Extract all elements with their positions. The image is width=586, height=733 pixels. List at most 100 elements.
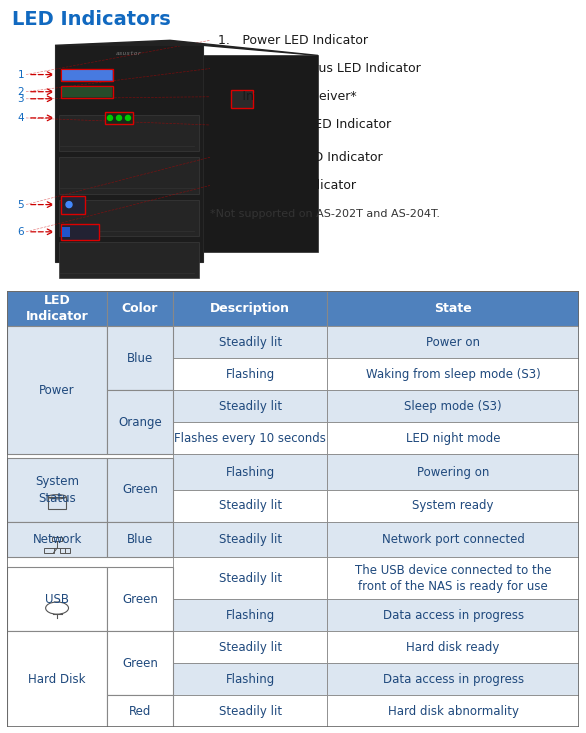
- Text: Flashes every 10 seconds: Flashes every 10 seconds: [174, 432, 326, 445]
- Text: *Not supported on AS-202T and AS-204T.: *Not supported on AS-202T and AS-204T.: [210, 209, 440, 218]
- Text: Power on: Power on: [426, 336, 480, 349]
- Text: 3. Infrared Receiver*: 3. Infrared Receiver*: [218, 90, 357, 103]
- Text: Green: Green: [122, 483, 158, 496]
- Bar: [328, 454, 579, 490]
- Text: Sleep mode (S3): Sleep mode (S3): [404, 400, 502, 413]
- Bar: [173, 454, 328, 490]
- Bar: [107, 326, 173, 391]
- Bar: [173, 522, 328, 557]
- Text: 6. USB LED Indicator: 6. USB LED Indicator: [218, 179, 356, 192]
- Bar: [173, 490, 328, 522]
- Text: The USB device connected to the
front of the NAS is ready for use: The USB device connected to the front of…: [355, 564, 551, 593]
- Bar: [328, 391, 579, 422]
- Bar: [231, 89, 253, 108]
- Bar: [59, 157, 199, 194]
- Text: Flashing: Flashing: [226, 465, 275, 479]
- Bar: [61, 196, 85, 214]
- Text: Steadily lit: Steadily lit: [219, 533, 282, 546]
- Bar: [203, 56, 318, 252]
- Bar: [328, 326, 579, 358]
- Text: 2. System Status LED Indicator: 2. System Status LED Indicator: [218, 62, 421, 75]
- Text: Blue: Blue: [127, 533, 153, 546]
- Bar: [48, 497, 66, 509]
- Text: Steadily lit: Steadily lit: [219, 336, 282, 349]
- Bar: [328, 422, 579, 454]
- Text: Orange: Orange: [118, 416, 162, 429]
- Bar: [61, 68, 113, 81]
- Bar: [59, 199, 199, 236]
- Text: 5: 5: [18, 199, 24, 210]
- Text: Network: Network: [32, 533, 82, 546]
- Text: LED
Indicator: LED Indicator: [26, 294, 88, 323]
- Text: 1. Power LED Indicator: 1. Power LED Indicator: [218, 34, 368, 47]
- Bar: [328, 631, 579, 663]
- Text: Data access in progress: Data access in progress: [383, 609, 524, 622]
- Bar: [52, 537, 62, 541]
- Text: System ready: System ready: [413, 499, 494, 512]
- Bar: [60, 548, 70, 553]
- Text: Red: Red: [129, 704, 151, 718]
- Bar: [7, 522, 107, 557]
- Text: Steadily lit: Steadily lit: [219, 572, 282, 585]
- Bar: [61, 224, 99, 240]
- Text: Description: Description: [210, 302, 290, 315]
- Text: Hard Disk: Hard Disk: [28, 673, 86, 685]
- Bar: [173, 358, 328, 391]
- Bar: [173, 326, 328, 358]
- Bar: [59, 242, 199, 278]
- Bar: [7, 326, 107, 454]
- Text: Hard disk ready: Hard disk ready: [407, 641, 500, 654]
- Text: Flashing: Flashing: [226, 368, 275, 381]
- Bar: [59, 115, 199, 151]
- Text: 4: 4: [18, 113, 24, 123]
- Text: 1: 1: [18, 70, 24, 80]
- Text: asustor: asustor: [116, 51, 142, 56]
- Bar: [173, 695, 328, 727]
- Bar: [328, 358, 579, 391]
- Text: Hard disk abnormality: Hard disk abnormality: [388, 704, 519, 718]
- Bar: [7, 291, 107, 326]
- Bar: [7, 631, 107, 727]
- Circle shape: [66, 202, 72, 207]
- Bar: [55, 45, 203, 262]
- Circle shape: [125, 115, 131, 120]
- Bar: [328, 522, 579, 557]
- Bar: [328, 600, 579, 631]
- Bar: [173, 557, 328, 600]
- Text: Blue: Blue: [127, 352, 153, 365]
- Bar: [173, 631, 328, 663]
- Bar: [328, 291, 579, 326]
- Text: 3: 3: [18, 94, 24, 104]
- Bar: [107, 291, 173, 326]
- Bar: [107, 391, 173, 454]
- Text: Steadily lit: Steadily lit: [219, 641, 282, 654]
- Text: 2: 2: [18, 86, 24, 97]
- Text: Color: Color: [122, 302, 158, 315]
- Text: System
Status: System Status: [35, 475, 79, 505]
- Bar: [107, 458, 173, 522]
- Bar: [105, 112, 133, 124]
- Bar: [328, 695, 579, 727]
- Text: Steadily lit: Steadily lit: [219, 704, 282, 718]
- Bar: [62, 226, 70, 237]
- Bar: [107, 522, 173, 557]
- Text: Power: Power: [39, 384, 75, 397]
- Bar: [173, 291, 328, 326]
- Bar: [44, 548, 54, 553]
- Text: Green: Green: [122, 657, 158, 670]
- Circle shape: [117, 115, 121, 120]
- Text: 5. Network LED Indicator: 5. Network LED Indicator: [218, 151, 383, 163]
- Text: LED night mode: LED night mode: [406, 432, 500, 445]
- Text: USB: USB: [45, 593, 69, 606]
- Bar: [7, 458, 107, 522]
- Polygon shape: [55, 40, 318, 56]
- Text: Network port connected: Network port connected: [381, 533, 524, 546]
- Bar: [107, 695, 173, 727]
- Bar: [61, 86, 113, 97]
- Text: Steadily lit: Steadily lit: [219, 499, 282, 512]
- Text: Flashing: Flashing: [226, 673, 275, 685]
- Bar: [62, 70, 112, 80]
- Text: 6: 6: [18, 226, 24, 237]
- Bar: [328, 663, 579, 695]
- Text: State: State: [434, 302, 472, 315]
